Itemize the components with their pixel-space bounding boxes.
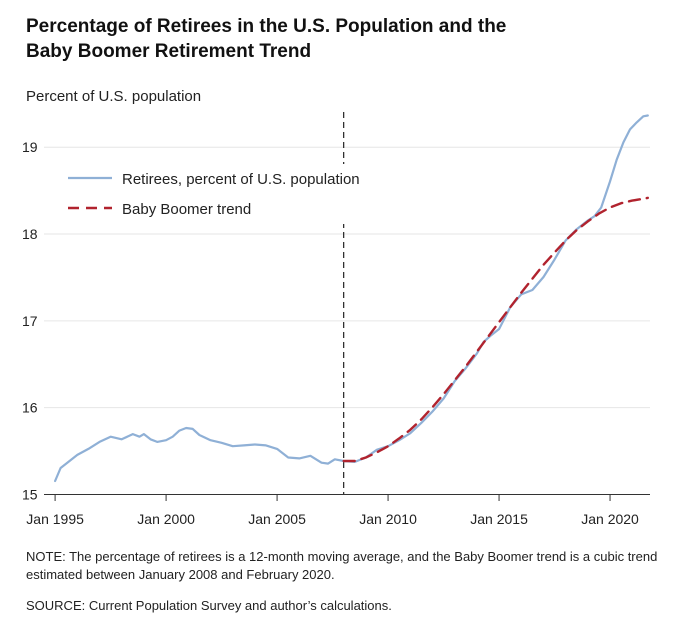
legend-label-retirees: Retirees, percent of U.S. population xyxy=(122,171,360,188)
y-tick-label: 15 xyxy=(22,487,38,503)
x-tick-label: Jan 2015 xyxy=(470,511,528,527)
legend-label-trend: Baby Boomer trend xyxy=(122,201,251,218)
x-tick-label: Jan 1995 xyxy=(26,511,84,527)
y-tick-label: 19 xyxy=(22,139,38,155)
series-line-trend xyxy=(344,198,648,461)
y-tick-label: 17 xyxy=(22,313,38,329)
x-tick-label: Jan 2000 xyxy=(137,511,195,527)
x-tick-label: Jan 2005 xyxy=(248,511,306,527)
chart-source: SOURCE: Current Population Survey and au… xyxy=(26,598,676,613)
legend: Retirees, percent of U.S. population Bab… xyxy=(64,164,414,224)
x-tick-label: Jan 2010 xyxy=(359,511,417,527)
chart-area: 15 16 17 18 19 Jan 1995 Jan 2000 Jan 2005 Jan 20… xyxy=(0,0,700,545)
chart-note: NOTE: The percentage of retirees is a 12… xyxy=(26,548,676,584)
y-tick-label: 16 xyxy=(22,400,38,416)
y-tick-label: 18 xyxy=(22,226,38,242)
x-tick-label: Jan 2020 xyxy=(581,511,639,527)
